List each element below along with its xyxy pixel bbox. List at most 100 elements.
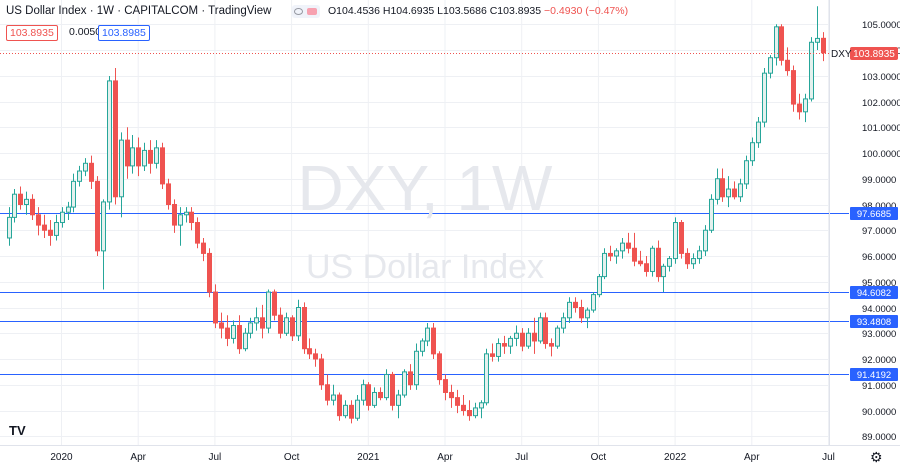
candle — [597, 274, 602, 298]
candle — [797, 93, 802, 120]
candle — [349, 400, 354, 424]
candle — [213, 284, 218, 329]
y-tick-label: 103.0000 — [862, 72, 900, 83]
candle-body — [756, 121, 761, 144]
candle-body — [160, 147, 165, 185]
candle-body — [538, 317, 543, 342]
y-tick-label: 101.0000 — [862, 123, 900, 134]
candle-body — [237, 325, 242, 350]
candle-body — [343, 404, 348, 417]
x-tick-label: Apr — [130, 452, 146, 463]
candle — [160, 142, 165, 190]
candle — [201, 237, 206, 262]
candle-body — [815, 37, 820, 43]
candle — [526, 328, 531, 349]
candle — [431, 322, 436, 359]
candle — [83, 158, 88, 177]
candle-body — [520, 332, 525, 347]
candle — [821, 32, 826, 62]
candle-body — [60, 211, 65, 224]
x-tick-label: Apr — [437, 452, 453, 463]
header-icons[interactable] — [292, 5, 320, 18]
candle — [709, 194, 714, 233]
candle-body — [325, 384, 330, 401]
candle-body — [479, 402, 484, 409]
x-tick-label: 2020 — [50, 452, 73, 463]
candle-body — [272, 291, 277, 316]
candle — [779, 24, 784, 66]
x-tick-label: Jul — [822, 452, 835, 463]
candle — [774, 24, 779, 66]
candle — [750, 137, 755, 166]
horizontal-line-labels: 97.6685 94.6082 93.4808 91.4192 — [850, 207, 898, 381]
candle-body — [201, 242, 206, 254]
candle-body — [95, 180, 100, 252]
candle-body — [307, 348, 312, 355]
candle — [148, 140, 153, 174]
candle — [561, 312, 566, 334]
candle — [207, 248, 212, 298]
candle — [449, 384, 454, 408]
candle-body — [278, 314, 283, 334]
candle-body — [431, 327, 436, 355]
bid-price-box[interactable]: 103.8935 — [6, 25, 58, 41]
y-tick-label: 102.0000 — [862, 98, 900, 109]
watermark-subtitle: US Dollar Index — [306, 248, 544, 286]
candle — [372, 387, 377, 408]
candle — [154, 140, 159, 169]
candle — [307, 338, 312, 359]
candle-body — [543, 317, 548, 345]
candle — [720, 168, 725, 202]
y-tick-label: 92.0000 — [862, 355, 896, 366]
candle-body — [744, 160, 749, 185]
candle — [71, 173, 76, 213]
candle-body — [420, 340, 425, 352]
wave-icon[interactable] — [307, 8, 317, 15]
candle-body — [567, 301, 572, 319]
symbol-title[interactable]: US Dollar Index · 1W · CAPITALCOM · Trad… — [6, 5, 272, 17]
candle — [77, 165, 82, 187]
candle-body — [461, 404, 466, 412]
candle-body — [154, 147, 159, 164]
candle — [602, 248, 607, 280]
ask-price-box[interactable]: 103.8985 — [98, 25, 150, 41]
tradingview-logo-icon[interactable]: TV — [9, 423, 26, 438]
y-tick-label: 91.0000 — [862, 381, 896, 392]
candle-body — [184, 211, 189, 216]
candle-body — [36, 214, 41, 226]
candle — [484, 348, 489, 406]
eye-icon[interactable] — [294, 8, 303, 15]
candle-body — [166, 183, 171, 205]
candle — [408, 364, 413, 390]
last-price-value: 103.8935 — [853, 49, 895, 60]
candle — [178, 207, 183, 246]
candle-body — [697, 250, 702, 260]
candle — [661, 263, 666, 293]
candle-body — [785, 59, 790, 72]
candle — [461, 395, 466, 416]
spread-value: 0.0050 — [66, 25, 105, 39]
y-tick-label: 94.0000 — [862, 304, 896, 315]
candle — [237, 315, 242, 354]
candle-body — [768, 57, 773, 74]
gear-icon[interactable]: ⚙ — [870, 449, 883, 465]
candle-body — [715, 178, 720, 200]
candle-body — [366, 384, 371, 406]
candle-body — [608, 252, 613, 257]
candle-body — [130, 147, 135, 167]
candle — [113, 68, 118, 205]
candle — [66, 201, 71, 220]
candle-body — [48, 229, 53, 236]
candle — [762, 68, 767, 128]
candle-body — [189, 211, 194, 224]
candle — [166, 178, 171, 210]
candle — [184, 207, 189, 223]
candle-body — [219, 322, 224, 329]
candle-body — [296, 307, 301, 337]
candle-body — [526, 332, 531, 347]
candle — [414, 343, 419, 390]
change-text: −0.4930 (−0.47%) — [544, 5, 629, 17]
candle — [284, 312, 289, 336]
candle-body — [12, 193, 17, 218]
